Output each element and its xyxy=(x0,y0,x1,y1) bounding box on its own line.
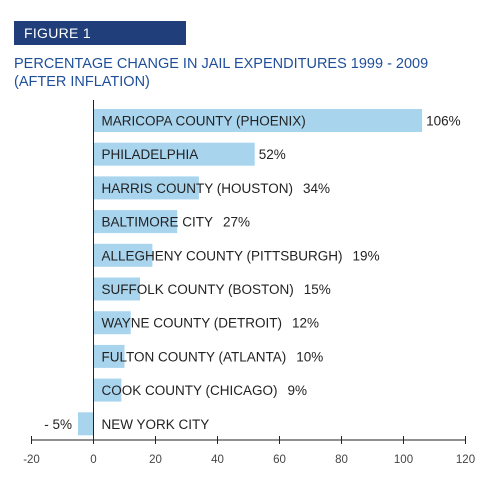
x-tick-label: 0 xyxy=(90,454,96,466)
bar-category-label: COOK COUNTY (CHICAGO) xyxy=(102,383,278,398)
x-tick-label: 120 xyxy=(456,454,475,466)
bar-category-label: HARRIS COUNTY (HOUSTON) xyxy=(102,181,294,196)
figure-label: FIGURE 1 xyxy=(14,21,186,45)
bar xyxy=(93,109,423,132)
bar-category-label: BALTIMORE CITY xyxy=(102,215,214,230)
bar-category-label: SUFFOLK COUNTY (BOSTON) xyxy=(102,282,294,297)
x-tick-label: 60 xyxy=(273,454,286,466)
bar-value-label: 10% xyxy=(296,349,323,364)
x-tick-label: 100 xyxy=(394,454,413,466)
x-tick-label: 80 xyxy=(335,454,348,466)
bar xyxy=(93,176,199,200)
bar-value-label: 12% xyxy=(292,316,319,331)
bar-value-label: 9% xyxy=(288,383,308,398)
bar xyxy=(93,378,122,402)
bar xyxy=(93,344,125,368)
bar xyxy=(93,243,153,267)
bar-value-label: 52% xyxy=(259,147,286,162)
bar-value-label: 34% xyxy=(303,181,330,196)
bar-category-label: NEW YORK CITY xyxy=(102,417,210,432)
bar-category-label: WAYNE COUNTY (DETROIT) xyxy=(102,316,283,331)
x-tick-label: -20 xyxy=(23,454,40,466)
bar-value-label: 19% xyxy=(353,248,380,263)
bar xyxy=(93,142,255,166)
bar-value-label: 106% xyxy=(426,114,461,129)
chart-title: PERCENTAGE CHANGE IN JAIL EXPENDITURES 1… xyxy=(14,56,429,90)
bar xyxy=(93,210,178,234)
bar xyxy=(93,311,131,335)
bar-value-label: 15% xyxy=(304,282,331,297)
bar xyxy=(78,412,94,436)
bar-category-label: ALLEGHENY COUNTY (PITTSBURGH) xyxy=(102,248,343,263)
bar-category-label: MARICOPA COUNTY (PHOENIX) xyxy=(102,114,306,129)
bar-category-label: PHILADELPHIA xyxy=(102,147,199,162)
x-tick-label: 20 xyxy=(149,454,162,466)
bar-value-label: - 5% xyxy=(44,417,72,432)
x-tick-label: 40 xyxy=(211,454,224,466)
bar xyxy=(93,277,140,301)
bar-category-label: FULTON COUNTY (ATLANTA) xyxy=(102,349,287,364)
bar-value-label: 27% xyxy=(223,215,250,230)
